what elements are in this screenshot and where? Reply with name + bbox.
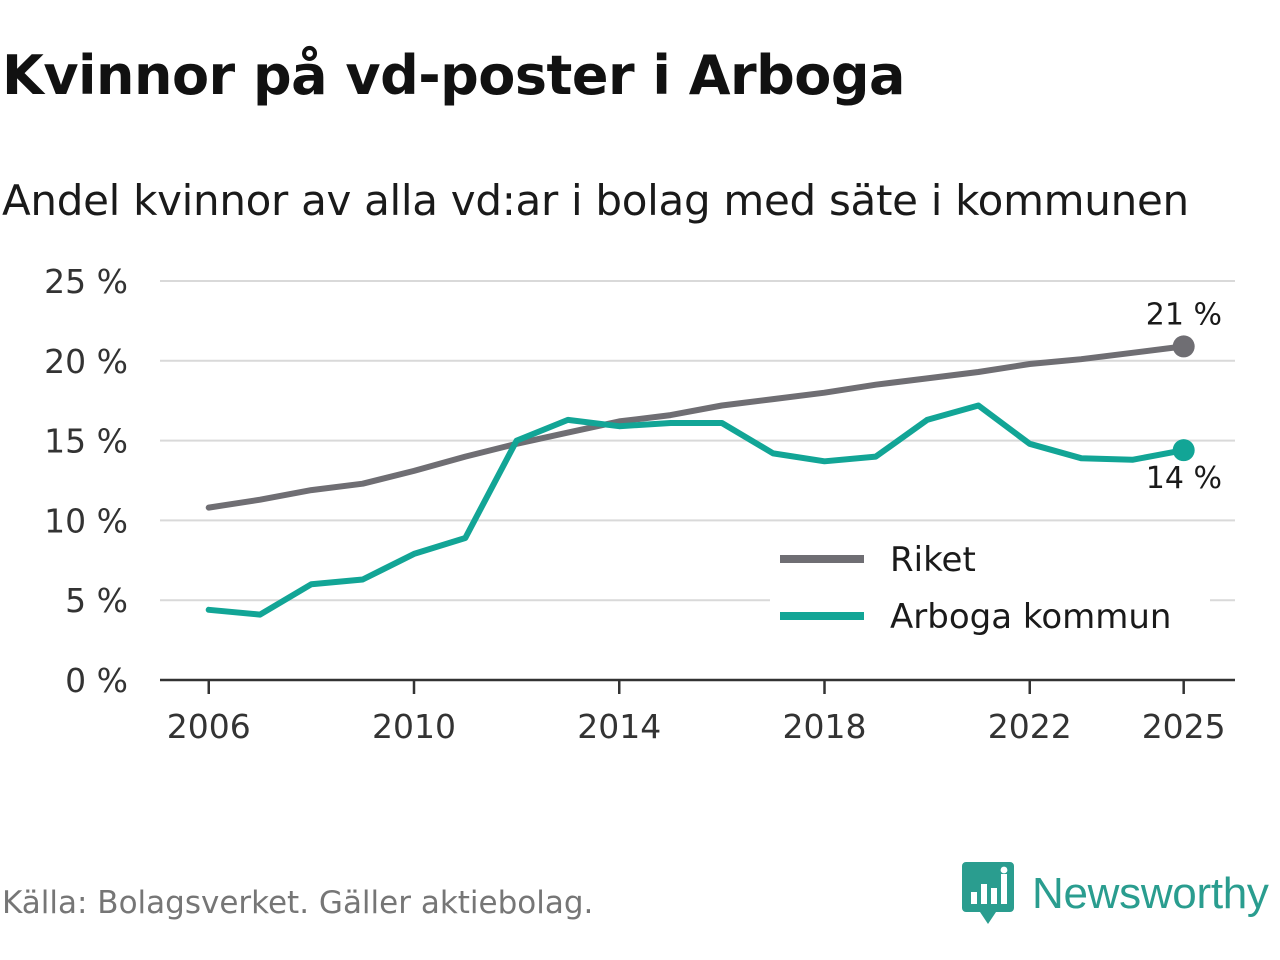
y-axis-ticks: 0 % 5 % 10 % 15 % 20 % 25 %: [44, 262, 128, 700]
x-tick-label: 2014: [577, 707, 661, 746]
x-tick-label: 2018: [783, 707, 867, 746]
source-note: Källa: Bolagsverket. Gäller aktiebolag.: [2, 885, 594, 921]
legend-label-arboga: Arboga kommun: [890, 597, 1171, 637]
x-tick-label: 2006: [167, 707, 251, 746]
end-label-riket: 21 %: [1146, 297, 1222, 332]
newsworthy-logo-icon: [962, 862, 1014, 924]
end-labels: 21 % 14 %: [1146, 297, 1222, 496]
legend-label-riket: Riket: [890, 540, 976, 580]
end-label-arboga: 14 %: [1146, 461, 1222, 496]
end-point-riket: [1172, 335, 1195, 358]
series-line-riket: [205, 343, 1187, 511]
y-tick-label: 5 %: [65, 581, 128, 620]
series-lines: [205, 335, 1195, 618]
y-tick-label: 20 %: [44, 342, 128, 381]
series-line-arboga: [205, 402, 1187, 618]
x-tick-label: 2010: [372, 707, 456, 746]
brand-logo[interactable]: Newsworthy: [962, 862, 1269, 926]
chart-title: Kvinnor på vd-poster i Arboga: [2, 44, 905, 107]
brand-name: Newsworthy: [1032, 869, 1269, 918]
y-tick-label: 0 %: [65, 661, 128, 700]
chart-subtitle: Andel kvinnor av alla vd:ar i bolag med …: [2, 176, 1189, 225]
x-axis: 2006 2010 2014 2018 2022 2025: [160, 678, 1235, 746]
legend: Riket Arboga kommun: [770, 532, 1210, 642]
y-tick-label: 25 %: [44, 262, 128, 301]
legend-background: [770, 532, 1210, 642]
x-tick-label: 2025: [1142, 707, 1226, 746]
y-tick-label: 10 %: [44, 501, 128, 540]
x-tick-label: 2022: [988, 707, 1072, 746]
end-point-arboga: [1172, 439, 1195, 462]
y-tick-label: 15 %: [44, 422, 128, 461]
